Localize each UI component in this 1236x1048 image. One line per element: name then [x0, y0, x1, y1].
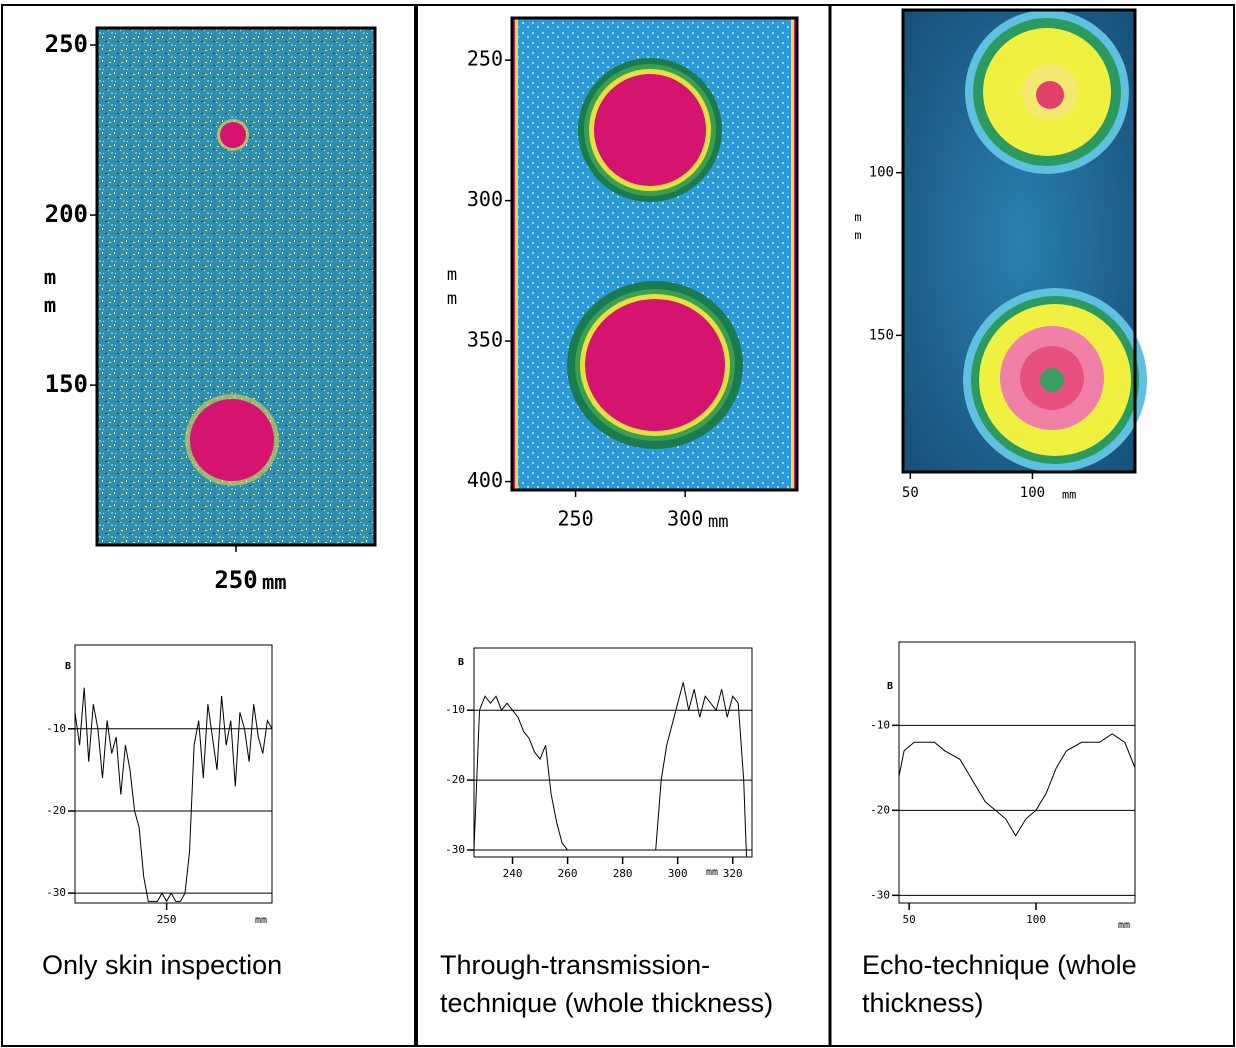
plot-frame	[901, 8, 1137, 474]
y-tick-label: 150	[45, 370, 88, 398]
y-tick-label: -30	[46, 886, 66, 899]
y-tick-label: 100	[869, 165, 894, 181]
x-tick-label: 300	[667, 507, 703, 531]
plot-frame	[473, 647, 753, 858]
x-axis-label: mm	[1062, 488, 1076, 502]
x-axis-label: mm	[706, 867, 718, 878]
x-axis-label: mm	[1118, 920, 1130, 931]
y-tick-label: 300	[467, 187, 503, 211]
y-tick-label: -30	[870, 888, 890, 901]
y-tick-label: -10	[445, 703, 465, 716]
x-tick-label: 280	[613, 867, 633, 880]
profile-line	[74, 687, 273, 903]
plot-frame	[74, 644, 273, 904]
x-axis-label: mm	[708, 512, 728, 532]
y-axis-label: mm	[442, 265, 462, 313]
y-tick-label: 250	[467, 47, 503, 71]
profile-line	[473, 682, 747, 858]
caption: Through-transmission-technique (whole th…	[440, 950, 774, 1018]
y-axis-label: B	[65, 661, 71, 672]
x-tick-label: 250	[157, 913, 177, 926]
y-tick-label: 250	[45, 30, 88, 58]
x-tick-label: 300	[668, 867, 688, 880]
x-tick-label: 50	[902, 485, 919, 501]
y-tick-label: 200	[45, 200, 88, 228]
y-tick-label: 400	[467, 468, 503, 492]
y-tick-label: -20	[46, 804, 66, 817]
y-tick-label: 350	[467, 328, 503, 352]
caption: Echo-technique (whole thickness)	[862, 950, 1137, 1018]
x-tick-label: 260	[558, 867, 578, 880]
x-tick-label: 320	[723, 867, 743, 880]
y-tick-label: -10	[46, 722, 66, 735]
y-tick-label: 150	[869, 327, 894, 343]
x-axis-label: mm	[262, 570, 287, 594]
profile-line	[898, 733, 1136, 837]
y-axis-label: B	[887, 681, 893, 692]
plot-frame	[510, 16, 799, 492]
y-tick-label: -10	[870, 718, 890, 731]
y-axis-label: mm	[38, 265, 62, 321]
x-tick-label: 250	[214, 566, 257, 594]
x-tick-label: 50	[903, 913, 916, 926]
y-axis-label: B	[458, 657, 464, 668]
x-tick-label: 240	[503, 867, 523, 880]
y-axis-label: mm	[851, 210, 865, 246]
caption: Only skin inspection	[42, 950, 283, 980]
x-axis-label: mm	[255, 915, 267, 926]
y-tick-label: -20	[445, 773, 465, 786]
plot-frame	[898, 641, 1136, 904]
x-tick-label: 100	[1020, 485, 1045, 501]
y-tick-label: -30	[445, 843, 465, 856]
x-tick-label: 250	[558, 507, 594, 531]
x-tick-label: 100	[1026, 913, 1046, 926]
y-tick-label: -20	[870, 803, 890, 816]
